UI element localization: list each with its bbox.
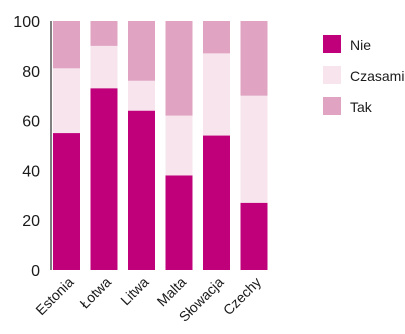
- bar-segment-tak-3: [165, 21, 193, 116]
- bar-segment-tak-4: [203, 21, 230, 54]
- bar-segment-nie-3: [165, 175, 193, 270]
- x-category-label: Czechy: [220, 274, 264, 318]
- y-tick-label: 60: [22, 114, 40, 131]
- y-tick-label: 100: [13, 14, 40, 31]
- legend-label-nie: Nie: [350, 37, 371, 53]
- x-category-label: Estonia: [32, 274, 76, 318]
- bar-segment-tak-2: [128, 21, 155, 81]
- bar-segment-czasami-2: [128, 80, 155, 111]
- bar-segment-tak-5: [240, 21, 268, 96]
- legend-label-tak: Tak: [350, 99, 373, 115]
- y-tick-label: 40: [22, 163, 40, 180]
- bar-segment-nie-1: [90, 88, 118, 270]
- bar-segment-czasami-1: [90, 45, 118, 89]
- bar-segment-czasami-3: [165, 115, 193, 176]
- legend-swatch-nie: [323, 35, 341, 53]
- bar-segment-czasami-5: [240, 95, 268, 203]
- x-category-label: Łotwa: [76, 274, 114, 312]
- bar-segment-nie-5: [240, 202, 268, 270]
- bar-segment-czasami-0: [53, 68, 80, 134]
- y-tick-labels: 0 20 40 60 80 100: [13, 14, 40, 280]
- bar-segment-nie-4: [203, 135, 230, 270]
- bar-segment-tak-0: [53, 21, 80, 69]
- y-tick-label: 0: [31, 263, 40, 280]
- legend-swatch-tak: [323, 97, 341, 115]
- x-category-label: Litwa: [117, 274, 152, 309]
- y-tick-label: 20: [22, 213, 40, 230]
- legend-swatch-czasami: [323, 66, 341, 84]
- bar-segment-nie-0: [53, 133, 80, 270]
- legend-label-czasami: Czasami: [350, 68, 404, 84]
- bar-segment-tak-1: [90, 21, 118, 46]
- y-tick-label: 80: [22, 64, 40, 81]
- bars-group: [53, 21, 268, 270]
- bar-segment-czasami-4: [203, 53, 230, 136]
- legend: Nie Czasami Tak: [323, 35, 404, 115]
- bar-segment-nie-2: [128, 110, 155, 270]
